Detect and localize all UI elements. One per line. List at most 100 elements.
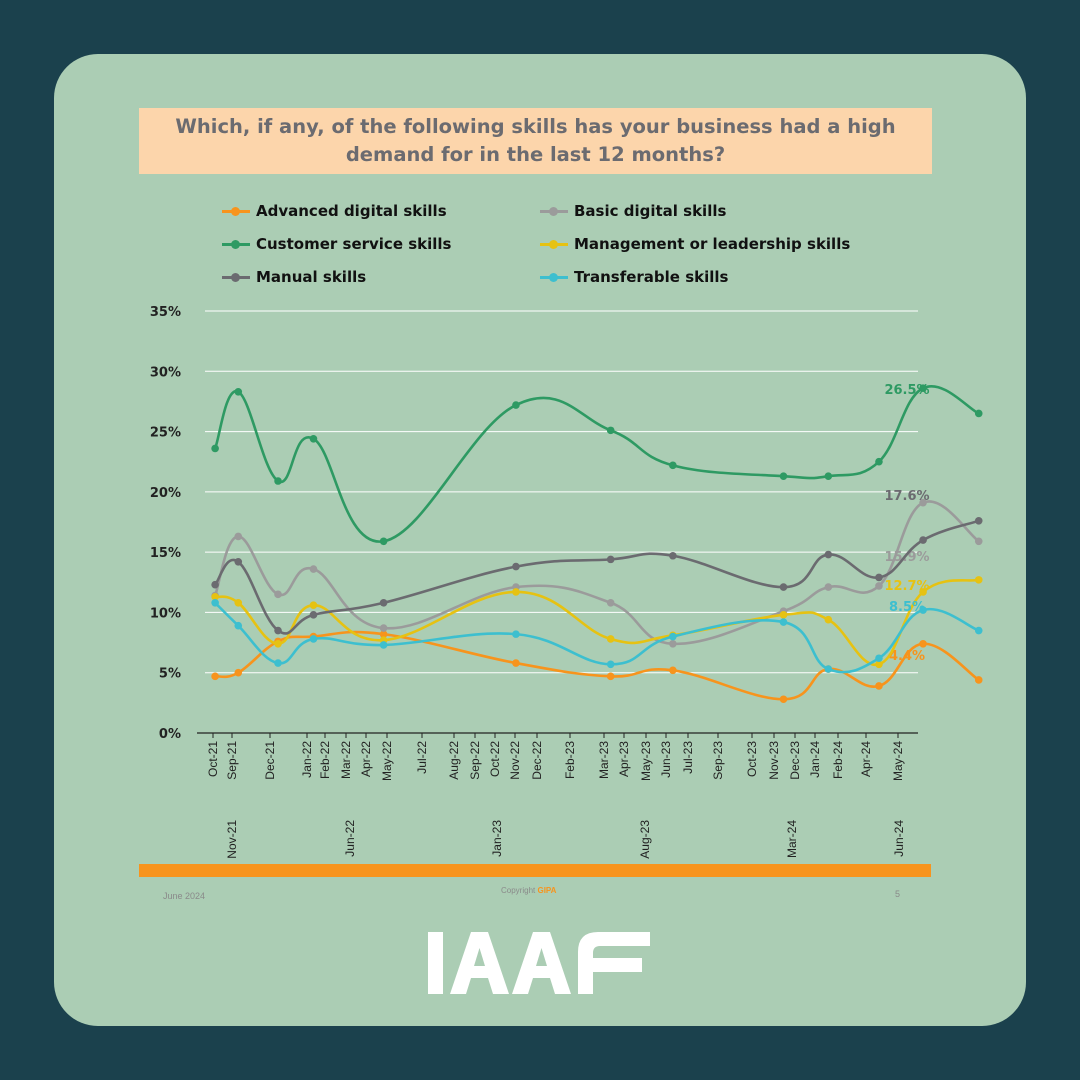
data-point xyxy=(875,573,883,582)
data-point xyxy=(379,537,388,546)
x-tick-label: Mar-22 xyxy=(339,741,353,779)
data-point xyxy=(669,461,677,470)
x-tick-label: Oct-23 xyxy=(745,741,759,777)
data-point xyxy=(974,516,983,525)
data-point xyxy=(669,632,677,641)
y-tick-label: 10% xyxy=(150,606,181,621)
data-point xyxy=(919,498,927,507)
data-point xyxy=(919,606,927,614)
legend-label: Manual skills xyxy=(256,268,367,286)
footer-page-number: 5 xyxy=(895,889,901,899)
end-value-label: 4.4% xyxy=(889,649,925,664)
data-point xyxy=(606,672,615,681)
x-tick-label: Feb-23 xyxy=(563,741,577,779)
data-point xyxy=(974,409,983,418)
data-point xyxy=(309,565,318,573)
data-point xyxy=(379,598,388,607)
data-point xyxy=(234,387,243,396)
x-tick-label: Aug-22 xyxy=(447,741,461,780)
chart-title: Which, if any, of the following skills h… xyxy=(175,115,896,166)
data-point xyxy=(379,624,388,632)
data-point xyxy=(875,682,883,690)
y-tick-label: 0% xyxy=(159,727,181,742)
data-point xyxy=(875,457,883,466)
footer-date: June 2024 xyxy=(163,891,206,901)
end-value-label: 8.5% xyxy=(889,600,925,615)
x-tick-label-secondary: Jun-24 xyxy=(892,820,906,857)
x-tick-label: Dec-23 xyxy=(788,741,802,780)
data-point xyxy=(379,630,388,638)
data-point xyxy=(234,532,243,541)
footer-bar xyxy=(139,864,931,877)
data-point xyxy=(512,630,520,638)
data-point xyxy=(512,562,520,571)
copyright-prefix: Copyright xyxy=(501,886,538,895)
chart-title-box: Which, if any, of the following skills h… xyxy=(139,108,932,174)
data-point xyxy=(779,618,788,626)
legend-item-advanced-digital-skills: Advanced digital skills xyxy=(222,200,447,222)
series-customer-service-skills: 26.5% xyxy=(211,383,983,546)
data-point xyxy=(211,598,219,607)
data-point xyxy=(274,590,282,599)
data-point xyxy=(919,588,927,596)
y-tick-label: 20% xyxy=(150,486,181,501)
data-point xyxy=(919,639,927,648)
data-point xyxy=(512,401,520,409)
data-point xyxy=(512,588,520,596)
legend-swatch xyxy=(540,206,568,216)
legend-swatch xyxy=(222,239,250,249)
x-tick-label: Sep-23 xyxy=(711,741,725,780)
data-point xyxy=(919,384,927,392)
data-point xyxy=(234,557,243,566)
x-tick-label-secondary: Nov-21 xyxy=(225,820,239,859)
x-tick-label: Apr-23 xyxy=(617,741,631,777)
footer-copyright: Copyright GIPA xyxy=(501,886,556,895)
x-tick-label: Oct-21 xyxy=(206,741,220,777)
x-tick-label-secondary: Jan-23 xyxy=(490,820,504,857)
series-manual-skills: 17.6% xyxy=(211,489,983,635)
legend-item-transferable-skills: Transferable skills xyxy=(540,266,728,288)
data-point xyxy=(606,555,615,564)
data-point xyxy=(379,641,388,649)
data-point xyxy=(274,477,282,485)
y-tick-label: 25% xyxy=(150,426,181,441)
data-point xyxy=(274,639,282,648)
legend-label: Advanced digital skills xyxy=(256,202,447,220)
legend-item-management-or-leadership-skills: Management or leadership skills xyxy=(540,233,850,255)
end-value-label: 12.7% xyxy=(884,579,929,594)
end-value-label: 15.9% xyxy=(884,550,929,565)
x-tick-label: Jan-24 xyxy=(808,741,822,778)
series-advanced-digital-skills: 4.4% xyxy=(211,630,983,704)
data-point xyxy=(669,666,677,675)
data-point xyxy=(211,672,219,681)
x-tick-label: Jul-23 xyxy=(681,741,695,774)
legend-item-basic-digital-skills: Basic digital skills xyxy=(540,200,726,222)
end-value-label: 26.5% xyxy=(884,383,929,398)
x-tick-label: Feb-22 xyxy=(318,741,332,779)
legend-label: Customer service skills xyxy=(256,235,452,253)
x-tick-label: Sep-21 xyxy=(225,741,239,780)
data-point xyxy=(824,472,833,480)
legend-item-manual-skills: Manual skills xyxy=(222,266,366,288)
x-tick-label: Jul-22 xyxy=(415,741,429,774)
x-tick-label: Nov-22 xyxy=(508,741,522,780)
data-point xyxy=(234,668,243,677)
data-point xyxy=(875,660,883,669)
data-point xyxy=(779,472,788,480)
x-tick-label: Sep-22 xyxy=(468,741,482,780)
data-point xyxy=(512,659,520,667)
data-point xyxy=(779,611,788,619)
data-point xyxy=(824,583,833,591)
legend-item-customer-service-skills: Customer service skills xyxy=(222,233,451,255)
legend-label: Management or leadership skills xyxy=(574,235,851,253)
x-tick-label: May-22 xyxy=(380,741,394,781)
x-tick-label: Apr-22 xyxy=(359,741,373,777)
x-tick-label: May-24 xyxy=(891,741,905,781)
data-point xyxy=(669,639,677,648)
legend-label: Transferable skills xyxy=(574,268,729,286)
y-tick-label: 15% xyxy=(150,546,181,561)
data-point xyxy=(974,676,983,684)
x-tick-label: Mar-23 xyxy=(597,741,611,779)
legend-swatch xyxy=(540,272,568,282)
